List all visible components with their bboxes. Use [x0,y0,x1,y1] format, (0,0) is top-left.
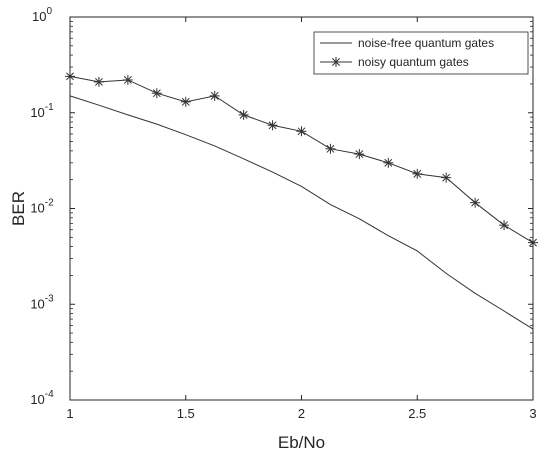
data-point-marker [267,120,278,131]
data-point-marker [412,168,423,179]
data-point-marker [122,74,133,85]
ticks-layer: 1 1.5 2 2.5 3 10-4 10-3 10-2 10-1 100 [30,6,536,421]
data-point-marker [180,96,191,107]
x-tick-label: 3 [529,406,536,421]
x-tick-label: 2 [298,406,305,421]
legend-asterisk-icon [331,57,341,67]
x-tick-label: 1.5 [177,406,195,421]
data-point-marker [93,76,104,87]
series-layer [65,71,538,330]
legend-label-noise-free: noise-free quantum gates [358,36,494,50]
data-point-marker [383,157,394,168]
y-axis-title: BER [9,191,28,226]
y-tick-label: 100 [32,6,52,24]
y-tick-label: 10-2 [30,198,54,216]
legend-box [313,31,529,75]
data-point-marker [238,109,249,120]
plot-frame [69,16,534,401]
y-tick-label: 10-3 [30,293,54,311]
y-tick-label: 10-4 [30,389,54,407]
data-point-marker [325,143,336,154]
data-point-marker [151,88,162,99]
data-point-marker [209,90,220,101]
series-line-0 [69,95,534,330]
x-tick-label: 2.5 [408,406,426,421]
y-tick-label: 10-1 [30,102,54,120]
x-axis-title: Eb/No [278,433,325,452]
data-point-marker [354,149,365,160]
legend-label-noisy: noisy quantum gates [358,55,469,69]
legend: noise-free quantum gates noisy quantum g… [313,31,529,75]
data-point-marker [470,197,481,208]
data-point-marker [441,172,452,183]
plot-area [70,17,533,400]
data-point-marker [499,220,510,231]
x-tick-label: 1 [66,406,73,421]
data-point-marker [296,126,307,137]
legend-marker-noisy [331,57,341,67]
